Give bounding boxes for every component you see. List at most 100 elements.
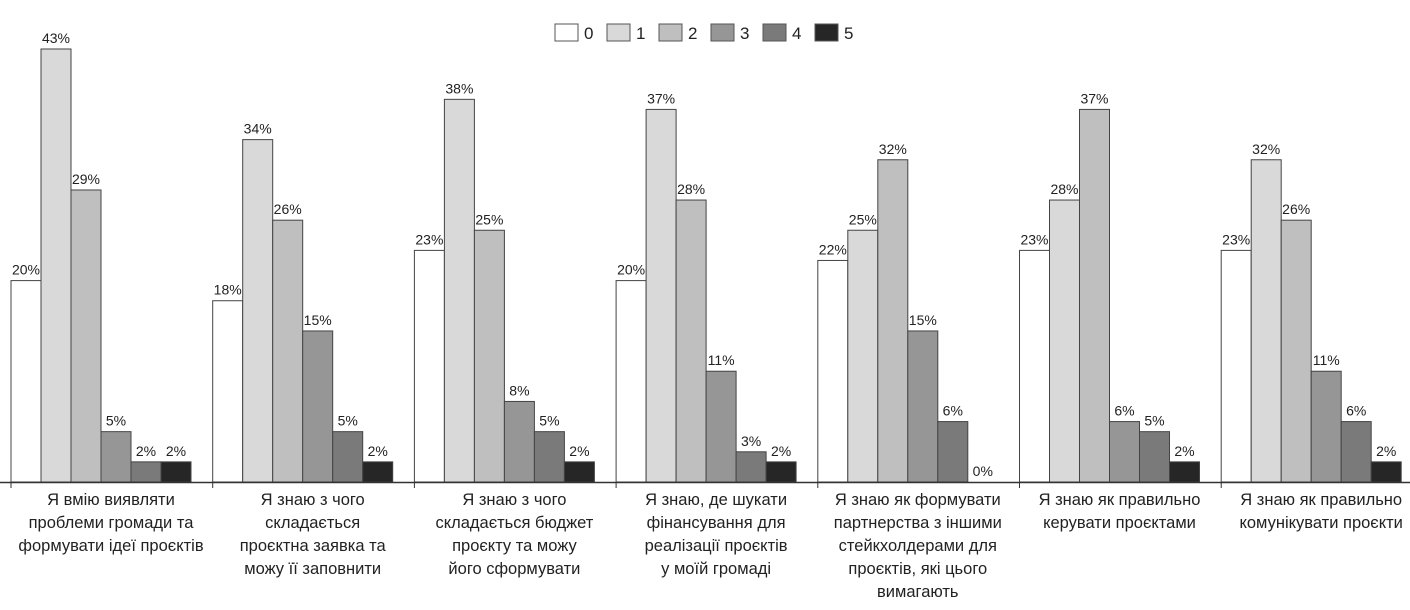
bar-3-series-1 — [443, 98, 475, 483]
category-label-4-line-2: фінансування для — [647, 514, 786, 532]
data-label-6-5: 2% — [1174, 443, 1194, 459]
category-label-4-line-4: у моїй громаді — [661, 560, 771, 578]
bar-7-series-3 — [1310, 370, 1342, 483]
legend-label-0: 0 — [584, 24, 593, 43]
bar-3-series-3 — [503, 400, 535, 483]
legend-label-1: 1 — [636, 24, 645, 43]
legend-label-4: 4 — [792, 24, 801, 43]
data-label-7-0: 23% — [1222, 231, 1250, 247]
bar-2-series-2 — [272, 219, 304, 483]
category-label-3-line-2: складається бюджет — [435, 514, 593, 532]
data-label-5-5: 0% — [973, 463, 993, 479]
legend-swatch-4 — [762, 23, 787, 42]
bar-2-series-5 — [362, 461, 394, 483]
category-label-7-line-2: комунікувати проєкти — [1239, 514, 1402, 532]
bar-2-series-0 — [212, 300, 244, 483]
bar-5-series-2 — [877, 159, 909, 483]
bar-2-series-3 — [302, 330, 334, 483]
data-label-2-1: 34% — [244, 121, 272, 137]
data-label-6-1: 28% — [1050, 181, 1078, 197]
data-label-3-5: 2% — [569, 443, 589, 459]
bar-6-series-3 — [1109, 421, 1140, 483]
data-label-4-1: 37% — [647, 90, 675, 106]
category-label-5-line-1: Я знаю як формувати — [835, 491, 1001, 509]
data-label-2-5: 2% — [368, 443, 388, 459]
category-label-2-line-1: Я знаю з чого — [261, 491, 365, 509]
category-label-7-line-1: Я знаю як правильно — [1240, 491, 1402, 509]
data-label-4-4: 3% — [741, 433, 761, 449]
bar-7-series-4 — [1340, 421, 1372, 483]
legend-label-3: 3 — [740, 24, 749, 43]
bar-7-series-0 — [1220, 249, 1252, 483]
bar-7-series-5 — [1370, 461, 1402, 483]
bar-2-series-4 — [332, 431, 364, 483]
bar-1-series-1 — [40, 48, 72, 483]
data-label-3-0: 23% — [415, 231, 443, 247]
bar-4-series-3 — [705, 370, 737, 483]
data-label-7-3: 11% — [1313, 352, 1340, 368]
category-label-3-line-3: проєкту та можу — [452, 537, 577, 555]
data-label-3-3: 8% — [509, 382, 529, 398]
data-label-3-2: 25% — [475, 211, 503, 227]
data-label-3-1: 38% — [445, 80, 473, 96]
data-label-1-1: 43% — [42, 30, 70, 46]
data-label-7-4: 6% — [1346, 403, 1366, 419]
bar-4-series-1 — [645, 108, 677, 483]
data-label-1-4: 2% — [136, 443, 156, 459]
data-label-5-1: 25% — [849, 211, 877, 227]
bar-3-series-4 — [533, 431, 565, 483]
bar-1-series-2 — [70, 189, 102, 483]
data-label-1-0: 20% — [12, 262, 40, 278]
category-label-3-line-4: його сформувати — [448, 560, 580, 578]
data-label-5-0: 22% — [819, 241, 847, 257]
data-label-2-0: 18% — [214, 282, 242, 298]
bar-6-series-2 — [1079, 108, 1110, 483]
category-label-3-line-1: Я знаю з чого — [462, 491, 566, 509]
category-label-1-line-1: Я вмію виявляти — [47, 491, 175, 509]
bars — [10, 48, 1402, 483]
legend-swatch-0 — [554, 23, 579, 42]
category-label-2-line-2: складається — [265, 514, 360, 532]
bar-4-series-4 — [735, 451, 767, 483]
legend-label-2: 2 — [688, 24, 697, 43]
data-label-7-5: 2% — [1376, 443, 1396, 459]
category-label-1-line-3: формувати ідеї проєктів — [18, 537, 203, 555]
data-label-6-3: 6% — [1114, 403, 1134, 419]
data-label-4-5: 2% — [771, 443, 791, 459]
bar-4-series-5 — [765, 461, 797, 483]
legend-swatch-5 — [814, 23, 839, 42]
bar-6-series-0 — [1019, 249, 1050, 483]
data-label-7-2: 26% — [1282, 201, 1310, 217]
category-label-6-line-1: Я знаю як правильно — [1039, 491, 1201, 509]
category-label-4-line-1: Я знаю, де шукати — [645, 491, 787, 509]
bar-3-series-5 — [563, 461, 595, 483]
bar-5-series-4 — [937, 421, 969, 483]
data-label-1-3: 5% — [106, 413, 126, 429]
legend: 0 1 2 3 4 5 — [554, 23, 853, 43]
bar-6-series-4 — [1139, 431, 1170, 483]
bar-2-series-1 — [242, 139, 274, 483]
data-label-2-2: 26% — [274, 201, 302, 217]
bar-4-series-2 — [675, 199, 707, 483]
x-axis — [0, 481, 1410, 488]
legend-swatch-3 — [710, 23, 735, 42]
legend-swatch-1 — [606, 23, 631, 42]
category-label-5-line-2: партнерства з іншими — [834, 514, 1002, 532]
data-label-4-3: 11% — [708, 352, 735, 368]
category-label-2-line-3: проєктна заявка та — [240, 537, 387, 555]
bar-4-series-0 — [615, 280, 647, 483]
data-label-4-2: 28% — [677, 181, 705, 197]
data-label-2-3: 15% — [304, 312, 332, 328]
category-label-4-line-3: реалізації проєктів — [645, 537, 788, 555]
category-labels: Я вмію виявляти проблеми громади та формув… — [18, 491, 1403, 601]
bar-1-series-4 — [130, 461, 162, 483]
data-label-6-2: 37% — [1080, 90, 1108, 106]
bar-6-series-1 — [1049, 199, 1080, 483]
data-label-6-4: 5% — [1144, 413, 1164, 429]
legend-swatch-2 — [658, 23, 683, 42]
bar-7-series-1 — [1250, 159, 1282, 483]
bar-6-series-5 — [1169, 461, 1200, 483]
data-label-1-5: 2% — [166, 443, 186, 459]
bar-5-series-1 — [847, 229, 879, 483]
data-label-5-3: 15% — [909, 312, 937, 328]
